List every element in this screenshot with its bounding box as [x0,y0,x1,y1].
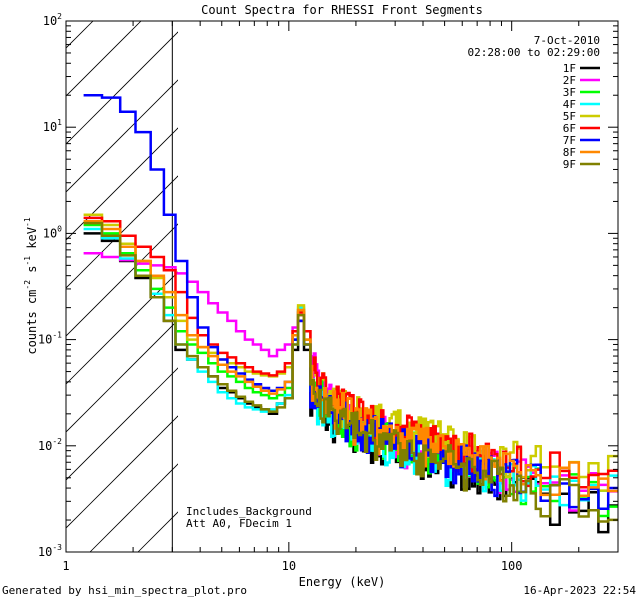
hatch-line [66,31,178,145]
series-group [83,93,618,534]
y-tick-label: 102 [43,12,62,28]
hatch-line [66,21,142,97]
ylabel-exp-1: -2 [23,280,32,290]
plot-frame [65,20,619,553]
annotation-background: Includes_Background [186,505,312,518]
hatch-line [66,175,178,289]
y-axis: 10-3 10-2 10-1 100 101 102 [38,12,618,559]
x-tick-label: 10 [282,559,296,573]
x-tick-label: 100 [501,559,523,573]
x-axis-label: Energy (keV) [299,575,386,589]
y-tick-label: 100 [43,224,62,240]
hatch-line [66,367,178,481]
hatch-line [66,127,178,241]
time-range-label: 02:28:00 to 02:29:00 [468,46,600,59]
legend-label-3F: 3F [563,86,576,99]
y-tick-label: 10-2 [38,437,62,453]
legend-label-5F: 5F [563,110,576,123]
annotation-attenuator: Att A0, FDecim 1 [186,517,292,530]
x-axis: 1 10 100 [62,21,619,573]
ylabel-exp-2: -1 [23,256,32,266]
hatch-line [0,0,114,552]
footer-generator: Generated by hsi_min_spectra_plot.pro [2,584,247,597]
ylabel-base: counts cm [25,290,39,355]
y-tick-label: 10-1 [38,331,62,347]
ylabel-mid-1: s [25,266,39,280]
legend-label-6F: 6F [563,122,576,135]
legend-label-7F: 7F [563,134,576,147]
legend-label-1F: 1F [563,62,576,75]
y-tick-label: 10-3 [38,543,62,559]
legend-label-4F: 4F [563,98,576,111]
ylabel-exp-3: -1 [23,217,32,227]
hatch-line [66,415,178,529]
hatch-region [0,0,178,552]
series-line-9F [83,221,618,523]
legend-label-2F: 2F [563,74,576,87]
ylabel-mid-2: keV [25,227,39,256]
x-tick-label: 1 [62,559,69,573]
legend-label-8F: 8F [563,146,576,159]
legend-label-9F: 9F [563,158,576,171]
y-axis-label: counts cm-2 s-1 keV-1 [23,217,39,354]
chart-title: Count Spectra for RHESSI Front Segments [201,3,483,17]
date-label: 7-Oct-2010 [534,34,600,47]
footer-timestamp: 16-Apr-2023 22:54 [523,584,636,597]
y-tick-label: 101 [43,118,62,134]
